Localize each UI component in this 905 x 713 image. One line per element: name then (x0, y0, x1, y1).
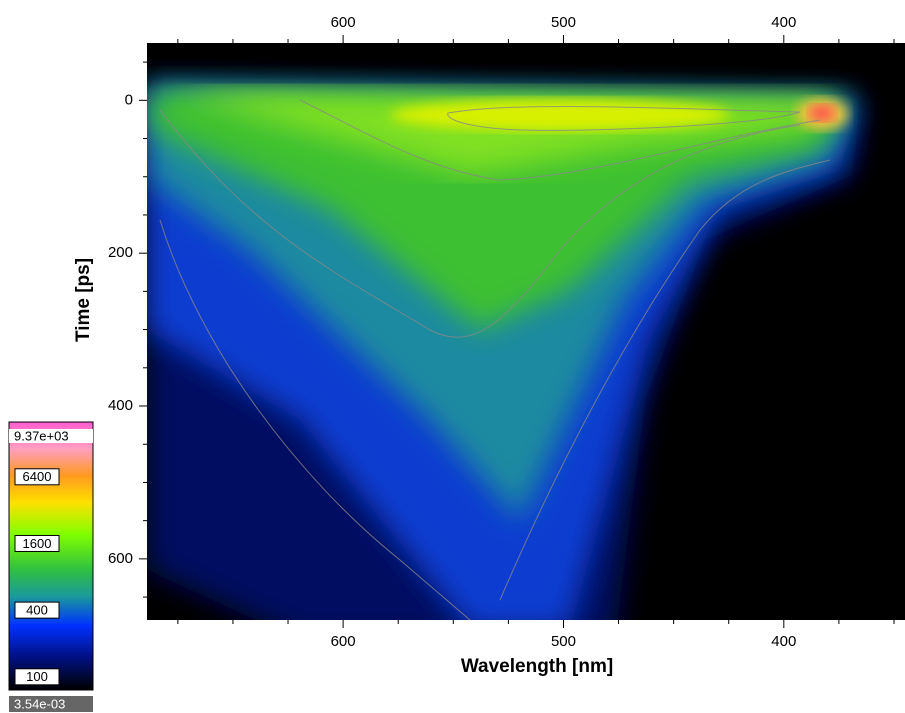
x-tick-label: 500 (551, 633, 576, 650)
colorbar-tick-label: 100 (26, 669, 48, 684)
colorbar-tick-box (14, 534, 60, 552)
colorbar-tick-label: 6400 (23, 469, 52, 484)
y-axis-title: Time [ps] (73, 258, 94, 342)
contours (159, 99, 831, 620)
x-tick-label: 600 (331, 633, 356, 650)
y-tick-label: 400 (108, 397, 133, 414)
x-tick-label-top: 400 (771, 14, 796, 31)
x-axis-title: Wavelength [nm] (461, 656, 613, 677)
x-tick-label: 400 (771, 633, 796, 650)
colorbar-tick-box (14, 468, 60, 486)
y-tick-label: 600 (108, 550, 133, 567)
colorbar-gradient (8, 421, 94, 691)
heat-region (809, 105, 835, 121)
colorbar-tick-box (14, 601, 60, 619)
heat-region (390, 99, 730, 131)
colorbar-min-label: 3.54e-03 (14, 696, 65, 711)
colorbar-tick-label: 400 (26, 603, 48, 618)
x-tick-label-top: 600 (331, 14, 356, 31)
colorbar-min-box (9, 696, 93, 712)
y-tick-label: 0 (125, 91, 133, 108)
heatmap (147, 85, 860, 620)
x-tick-label-top: 500 (551, 14, 576, 31)
colorbar-max-label: 9.37e+03 (14, 428, 69, 443)
y-tick-label: 200 (108, 244, 133, 261)
colorbar-max-box (9, 429, 93, 443)
colorbar-tick-label: 1600 (23, 536, 52, 551)
colorbar: 9.37e+03 3.54e-03 (8, 421, 94, 712)
colorbar-tick-box (14, 668, 60, 686)
